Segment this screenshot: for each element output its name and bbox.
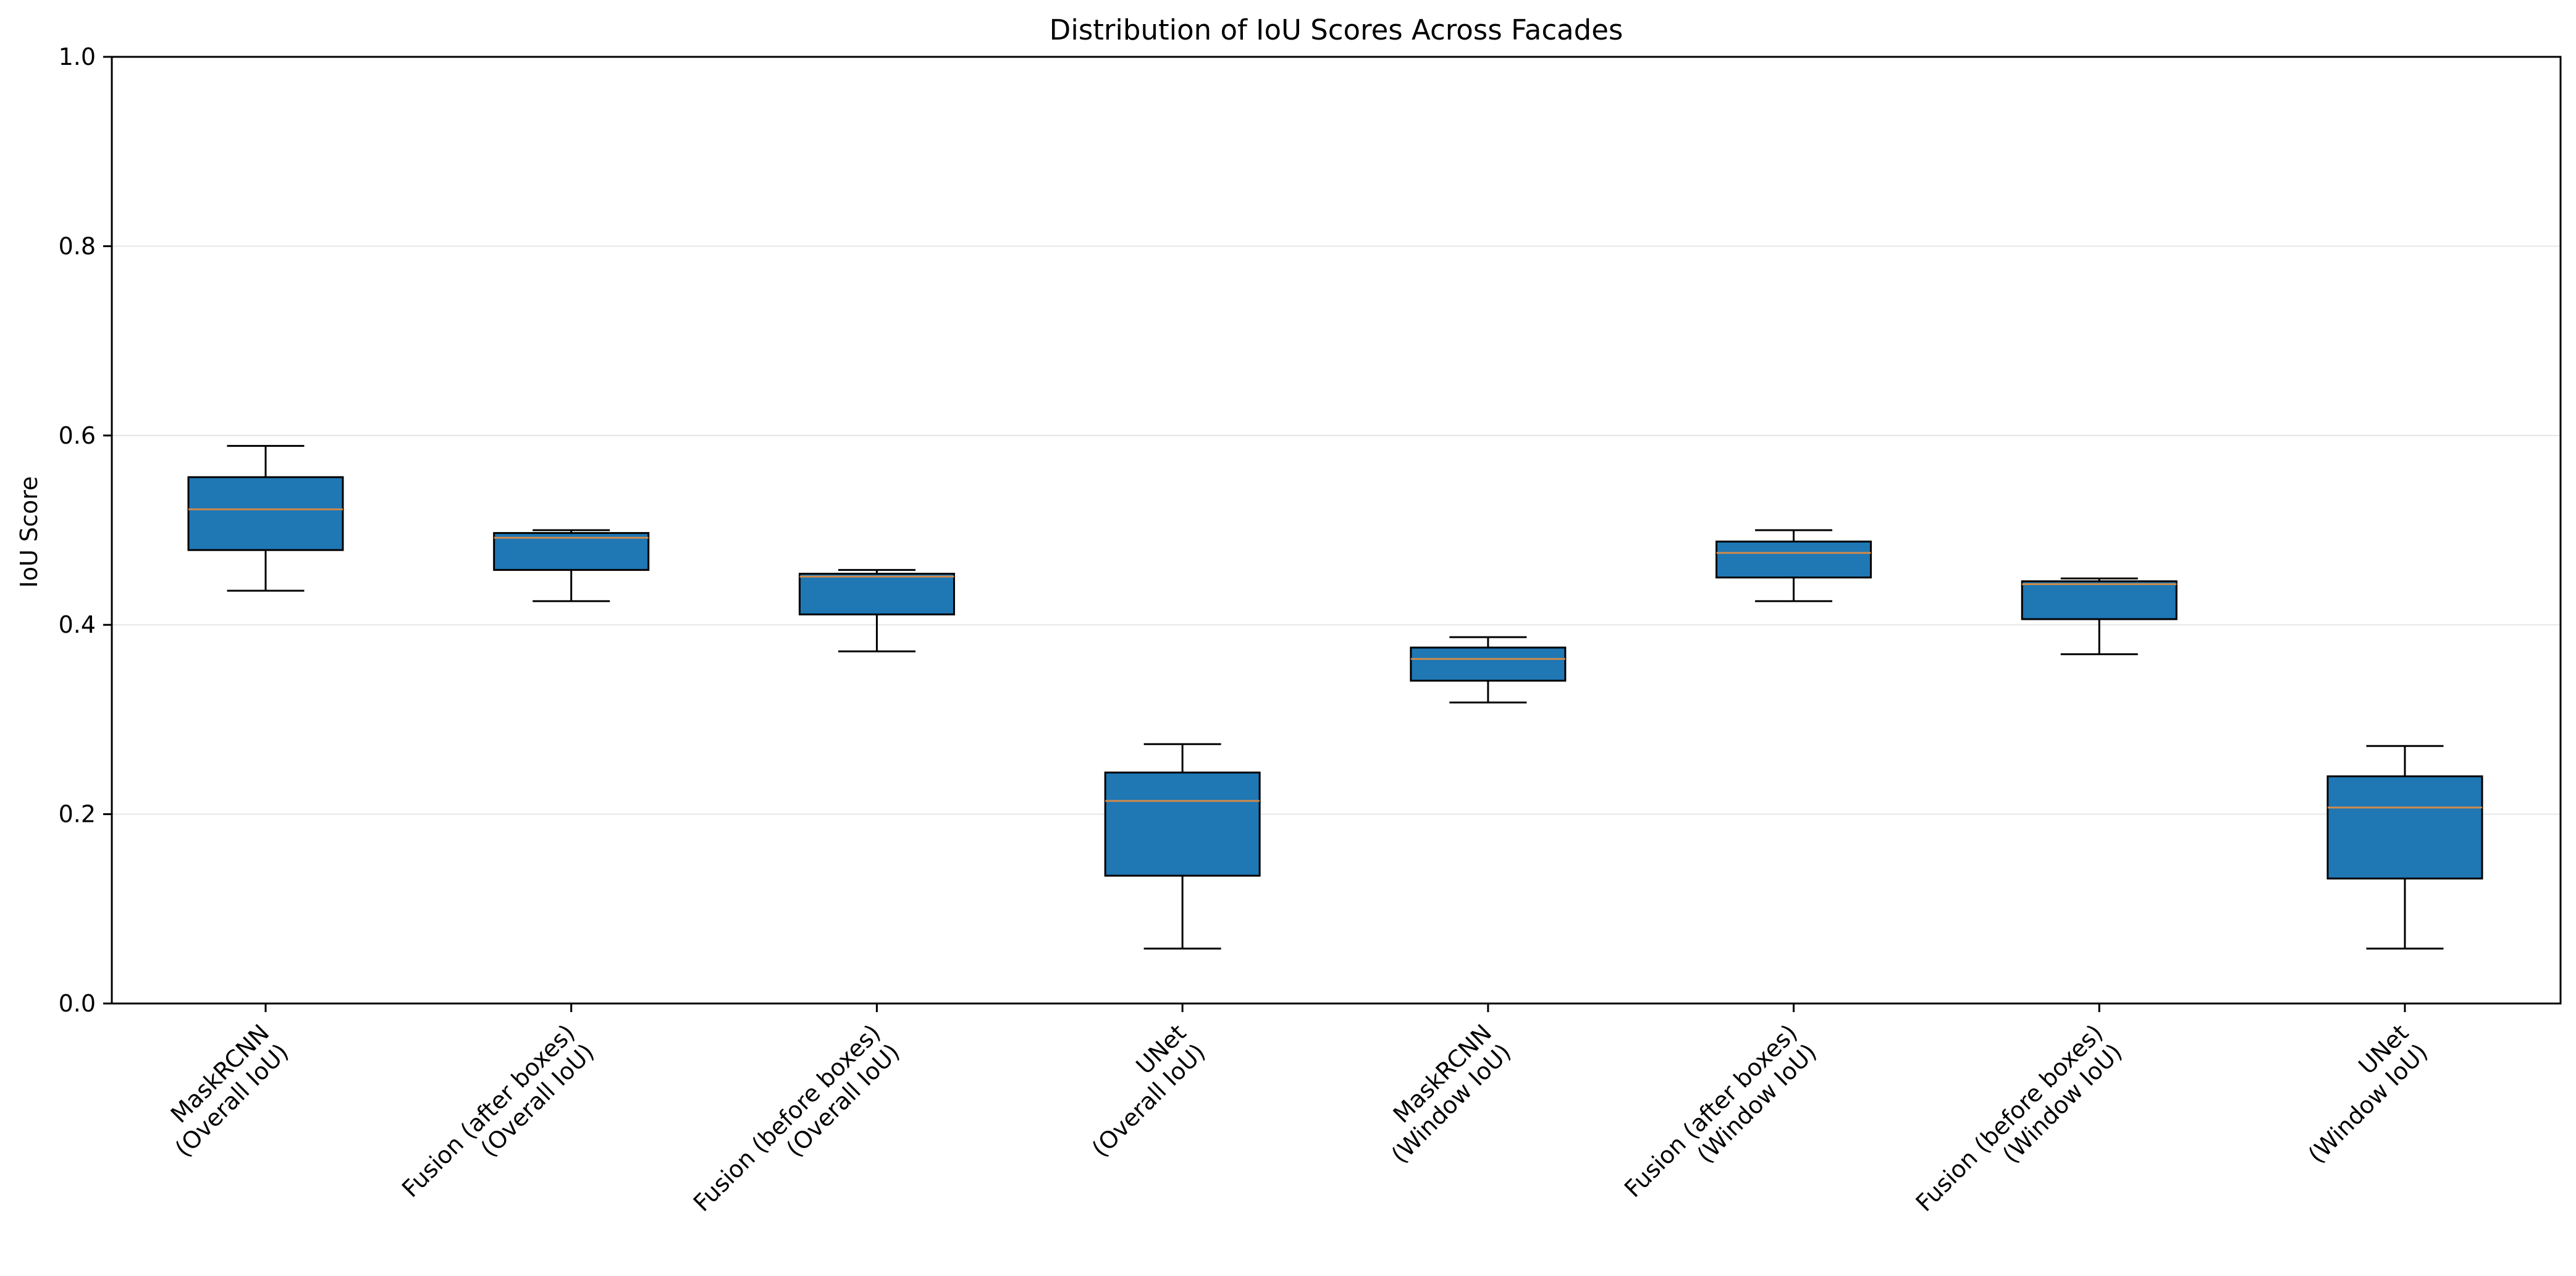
iqr-box (2021, 580, 2178, 620)
y-axis-label: IoU Score (15, 476, 43, 588)
x-tick-label: Fusion (before boxes)(Overall IoU) (688, 1019, 905, 1236)
x-tick-label: Fusion (after boxes)(Overall IoU) (397, 1019, 599, 1222)
x-axis-ticks: MaskRCNN(Overall IoU) Fusion (after boxes… (151, 1003, 2433, 1236)
box-7 (2021, 577, 2178, 656)
iqr-box (187, 476, 344, 551)
box-4 (1104, 743, 1261, 950)
x-tick-label: Fusion (after boxes)(Window IoU) (1619, 1019, 1822, 1222)
x-tick-label: MaskRCNN(Window IoU) (1367, 1019, 1517, 1168)
chart-title: Distribution of IoU Scores Across Facade… (1050, 14, 1623, 46)
x-tick-label: UNet(Window IoU) (2284, 1019, 2433, 1168)
grid-lines (112, 245, 2561, 815)
iqr-box (1104, 771, 1261, 877)
box-1 (187, 445, 344, 592)
box-5 (1410, 636, 1567, 704)
y-tick-label: 0.6 (59, 422, 96, 449)
x-tick-label: Fusion (before boxes)(Window IoU) (1911, 1019, 2128, 1236)
iqr-box (1410, 646, 1567, 682)
box-3 (798, 568, 955, 653)
boxes-group (187, 445, 2483, 950)
box-2 (493, 529, 650, 602)
y-tick-label: 0.4 (59, 611, 96, 638)
y-tick-label: 1.0 (59, 43, 96, 70)
iqr-box (493, 532, 650, 571)
y-axis-ticks: 0.0 0.2 0.4 0.6 0.8 1.0 (59, 43, 112, 1017)
x-tick-label: UNet(Overall IoU) (1067, 1019, 1211, 1162)
box-8 (2326, 745, 2483, 950)
iqr-box (798, 572, 955, 615)
iqr-box (1715, 540, 1872, 579)
y-tick-label: 0.2 (59, 801, 96, 828)
plot-frame (111, 56, 2562, 1005)
y-tick-label: 0.8 (59, 232, 96, 260)
iqr-box (2326, 775, 2483, 880)
x-tick-label: MaskRCNN(Overall IoU) (151, 1019, 294, 1162)
y-tick-label: 0.0 (59, 990, 96, 1017)
box-6 (1715, 529, 1872, 602)
